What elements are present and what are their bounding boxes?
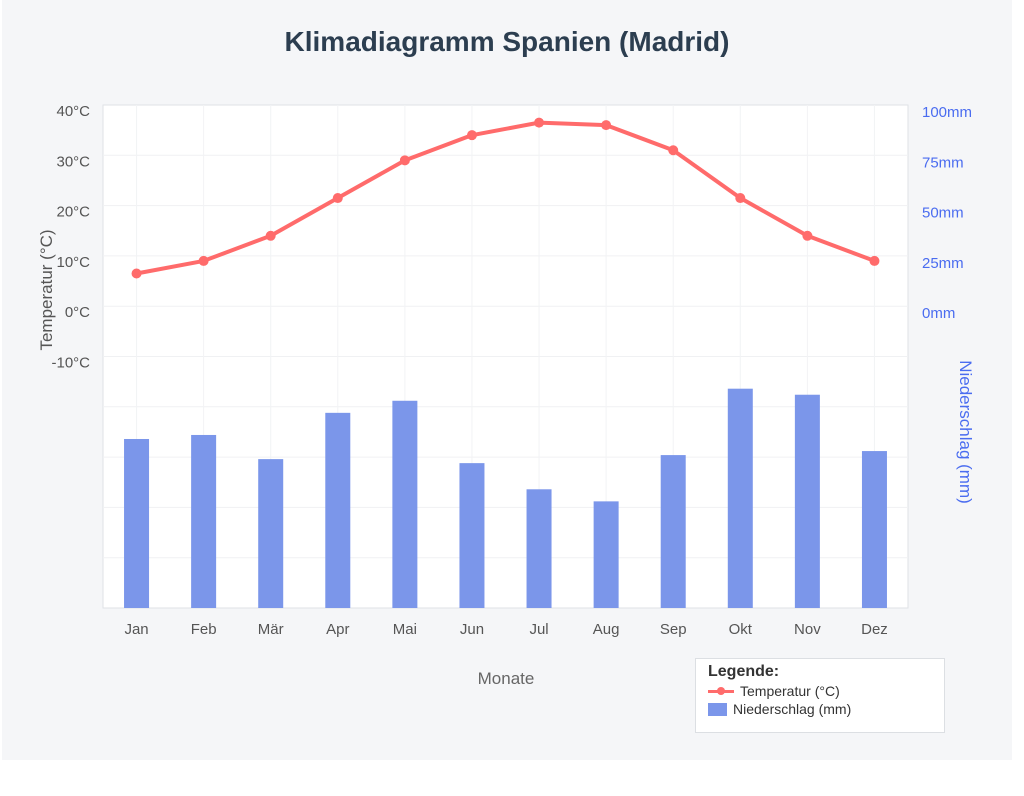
x-tick-label: Okt	[729, 621, 753, 638]
temperature-point	[265, 230, 276, 241]
temperature-point	[332, 193, 343, 204]
temperature-point	[131, 268, 142, 279]
precipitation-bar	[526, 489, 552, 608]
x-tick-label: Nov	[794, 621, 821, 638]
x-tick-label: Aug	[593, 621, 620, 638]
line-swatch-icon	[708, 686, 734, 695]
temperature-point	[869, 255, 880, 266]
legend: Legende: Temperatur (°C) Niederschlag (m…	[695, 658, 945, 733]
x-tick-label: Apr	[326, 621, 349, 638]
precipitation-bar	[727, 388, 753, 608]
bar-swatch-icon	[708, 702, 727, 716]
legend-title: Legende:	[708, 663, 780, 680]
x-tick-label: Sep	[660, 621, 687, 638]
right-tick-label: 50mm	[922, 205, 964, 222]
legend-item-temperature: Temperatur (°C)	[708, 682, 932, 700]
right-tick-label: 100mm	[922, 104, 972, 121]
precipitation-bar	[794, 394, 820, 608]
temperature-point	[802, 230, 813, 241]
temperature-point	[735, 193, 746, 204]
precipitation-bar	[392, 400, 418, 608]
legend-item-precipitation: Niederschlag (mm)	[708, 700, 932, 718]
legend-label: Temperatur (°C)	[740, 683, 840, 699]
chart-title: Klimadiagramm Spanien (Madrid)	[284, 26, 730, 57]
x-tick-label: Jun	[460, 621, 484, 638]
x-tick-label: Mai	[393, 621, 417, 638]
x-tick-label: Mär	[258, 621, 284, 638]
legend-label: Niederschlag (mm)	[733, 701, 852, 717]
left-axis-title: Temperatur (°C)	[37, 229, 56, 350]
right-tick-label: 0mm	[922, 305, 955, 322]
x-tick-label: Dez	[861, 621, 888, 638]
x-axis-title: Monate	[478, 669, 535, 688]
right-tick-label: 25mm	[922, 255, 964, 272]
x-tick-label: Jan	[124, 621, 148, 638]
left-tick-label: 40°C	[56, 103, 90, 120]
precipitation-bar	[459, 463, 485, 608]
precipitation-bar	[593, 501, 619, 608]
temperature-point	[601, 120, 612, 131]
precipitation-bar	[325, 412, 351, 608]
temperature-point	[399, 155, 410, 166]
temperature-point	[198, 255, 209, 266]
temperature-point	[668, 145, 679, 156]
precipitation-bar	[258, 459, 284, 608]
x-tick-label: Feb	[191, 621, 217, 638]
temperature-line	[136, 120, 876, 276]
precipitation-bar	[124, 438, 150, 608]
temperature-point	[466, 130, 477, 141]
precipitation-bar	[861, 451, 887, 608]
precipitation-bar	[191, 434, 217, 608]
temperature-point	[534, 117, 545, 128]
precipitation-bar	[660, 455, 686, 608]
right-axis-title: Niederschlag (mm)	[956, 360, 975, 504]
x-tick-label: Jul	[529, 621, 548, 638]
left-tick-label: 0°C	[65, 304, 90, 321]
left-tick-label: -10°C	[51, 355, 90, 372]
right-tick-label: 75mm	[922, 154, 964, 171]
left-tick-label: 20°C	[56, 204, 90, 221]
left-tick-label: 30°C	[56, 153, 90, 170]
left-tick-label: 10°C	[56, 254, 90, 271]
